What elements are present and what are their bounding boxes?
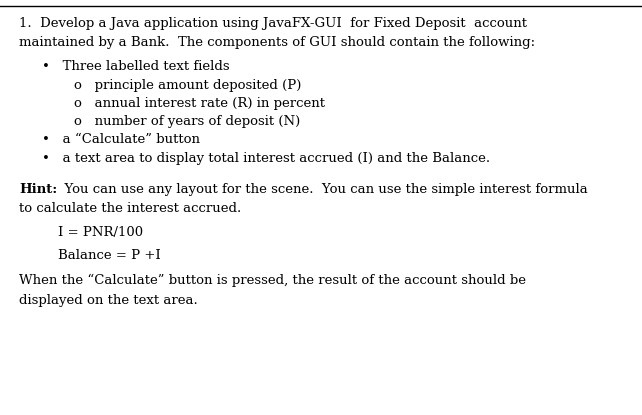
Text: •   Three labelled text fields: • Three labelled text fields bbox=[42, 60, 229, 73]
Text: I = PNR/100: I = PNR/100 bbox=[58, 226, 143, 239]
Text: •   a text area to display total interest accrued (I) and the Balance.: • a text area to display total interest … bbox=[42, 152, 490, 165]
Text: Hint:: Hint: bbox=[19, 183, 58, 196]
Text: •   a “Calculate” button: • a “Calculate” button bbox=[42, 133, 200, 146]
Text: Balance = P +I: Balance = P +I bbox=[58, 249, 160, 262]
Text: displayed on the text area.: displayed on the text area. bbox=[19, 294, 198, 307]
Text: maintained by a Bank.  The components of GUI should contain the following:: maintained by a Bank. The components of … bbox=[19, 37, 535, 49]
Text: 1.  Develop a Java application using JavaFX-GUI  for Fixed Deposit  account: 1. Develop a Java application using Java… bbox=[19, 17, 527, 30]
Text: o   principle amount deposited (P): o principle amount deposited (P) bbox=[74, 79, 301, 92]
Text: When the “Calculate” button is pressed, the result of the account should be: When the “Calculate” button is pressed, … bbox=[19, 274, 526, 287]
Text: o   number of years of deposit (N): o number of years of deposit (N) bbox=[74, 115, 300, 128]
Text: o   annual interest rate (R) in percent: o annual interest rate (R) in percent bbox=[74, 97, 325, 110]
Text: to calculate the interest accrued.: to calculate the interest accrued. bbox=[19, 202, 241, 215]
Text: You can use any layout for the scene.  You can use the simple interest formula: You can use any layout for the scene. Yo… bbox=[56, 183, 588, 196]
